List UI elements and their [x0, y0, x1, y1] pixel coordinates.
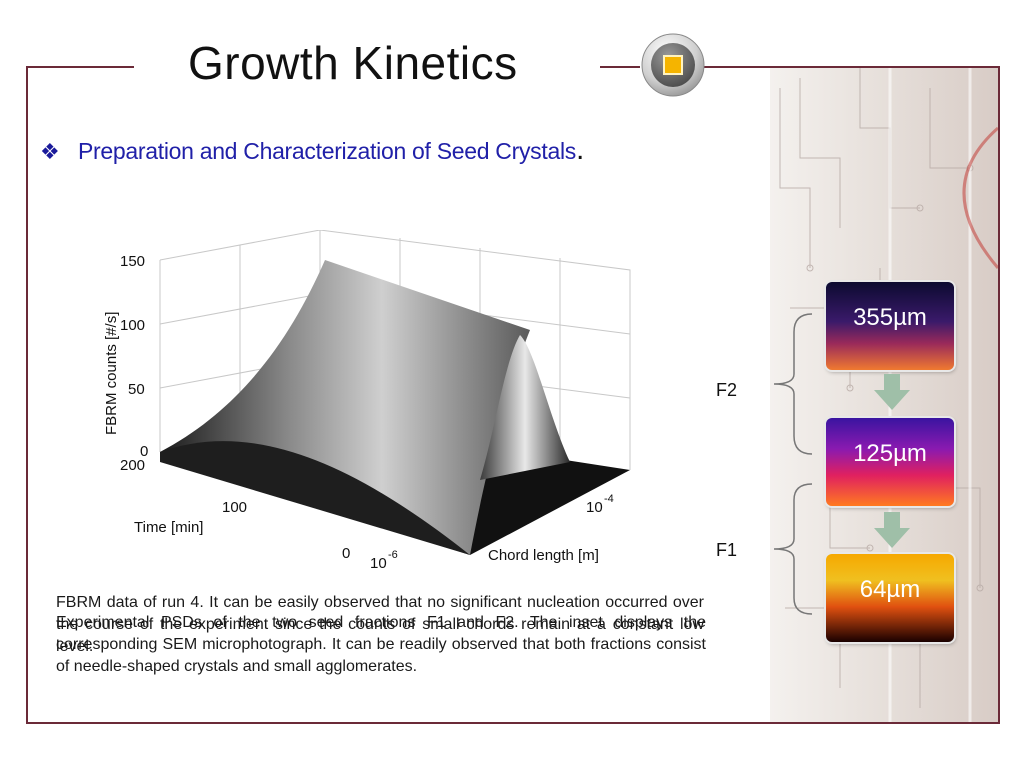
- chord-tick-exp: -4: [604, 493, 614, 505]
- time-tick: 0: [342, 545, 350, 562]
- caption-psd: Experimental PSDs of the two seed fracti…: [56, 614, 706, 675]
- chord-tick-hi: 10 -4: [586, 493, 614, 516]
- fraction-label-f1: F1: [716, 540, 738, 560]
- fbrm-surface-plot: 150 100 50 0 200 100 0 Time [min] Chord …: [103, 230, 631, 572]
- brace-f1: [773, 483, 813, 615]
- arrow-down-icon: [874, 374, 910, 410]
- slide-title: Growth Kinetics: [188, 37, 518, 89]
- plot-ridge-front: [160, 441, 470, 555]
- brace-f2: [773, 313, 813, 455]
- bullet-diamond-icon: ❖: [40, 139, 60, 164]
- frame-line-top-right: [704, 66, 1000, 68]
- size-box-125: 125µm: [826, 418, 954, 506]
- z-tick: 0: [140, 443, 148, 460]
- time-axis-label: Time [min]: [134, 519, 203, 536]
- time-tick: 200: [120, 457, 145, 474]
- subtitle-text: Preparation and Characterization of Seed…: [78, 138, 576, 164]
- z-axis-label: FBRM counts [#/s]: [103, 312, 120, 435]
- slide-subtitle: Preparation and Characterization of Seed…: [78, 135, 584, 165]
- chord-tick-lo: 10 -6: [370, 549, 398, 572]
- size-box-355: 355µm: [826, 282, 954, 370]
- size-box-64: 64µm: [826, 554, 954, 642]
- z-tick: 150: [120, 253, 145, 270]
- chord-tick-exp: -6: [388, 549, 398, 561]
- frame-line-left: [26, 66, 28, 724]
- arrow-down-icon: [874, 512, 910, 548]
- time-tick: 100: [222, 499, 247, 516]
- z-tick: 50: [128, 381, 145, 398]
- chord-axis-label: Chord length [m]: [488, 547, 599, 564]
- chord-tick-base: 10: [586, 499, 603, 516]
- frame-line-right: [998, 66, 1000, 724]
- plot-peak-surface: [480, 335, 570, 480]
- chord-tick-base: 10: [370, 555, 387, 572]
- z-tick: 100: [120, 317, 145, 334]
- frame-line-top-mid: [600, 66, 640, 68]
- square-badge-icon: [641, 33, 705, 97]
- fraction-label-f2: F2: [716, 380, 738, 400]
- caption-fbrm: FBRM data of run 4. It can be easily obs…: [56, 594, 704, 655]
- frame-line-bottom: [26, 722, 1000, 724]
- frame-line-top-left: [26, 66, 134, 68]
- subtitle-period: .: [575, 133, 585, 166]
